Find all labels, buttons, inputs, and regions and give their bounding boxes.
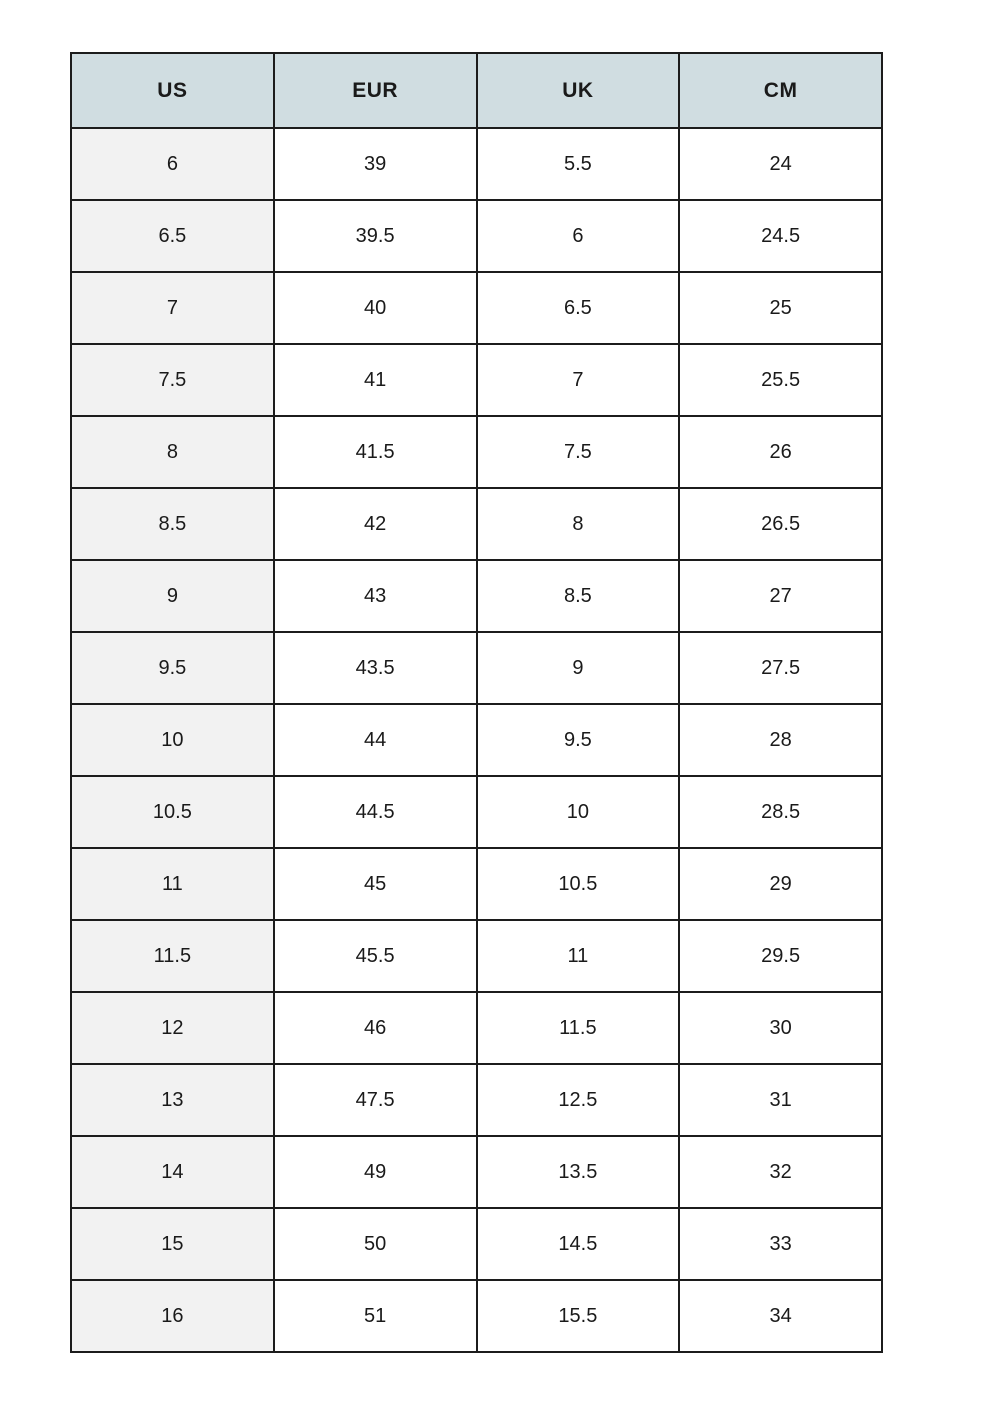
table-cell: 6 bbox=[475, 199, 681, 273]
table-cell: 45 bbox=[272, 847, 478, 921]
table-cell: 10.5 bbox=[475, 847, 681, 921]
table-body: 6 39 5.5 24 6.5 39.5 6 24.5 7 40 6.5 25 7.5 41 7 25.5 8 4… bbox=[70, 127, 883, 1353]
table-row: 10 44 9.5 28 bbox=[70, 703, 883, 777]
table-cell: 25 bbox=[678, 271, 883, 345]
table-cell: 39 bbox=[272, 127, 478, 201]
table-row: 8 41.5 7.5 26 bbox=[70, 415, 883, 489]
table-row: 9.5 43.5 9 27.5 bbox=[70, 631, 883, 705]
table-cell: 46 bbox=[272, 991, 478, 1065]
table-cell: 8.5 bbox=[475, 559, 681, 633]
table-cell: 41.5 bbox=[272, 415, 478, 489]
table-cell: 49 bbox=[272, 1135, 478, 1209]
table-cell: 29 bbox=[678, 847, 883, 921]
column-header-cm: CM bbox=[678, 52, 883, 129]
table-cell: 11 bbox=[70, 847, 275, 921]
table-row: 7 40 6.5 25 bbox=[70, 271, 883, 345]
table-cell: 11.5 bbox=[475, 991, 681, 1065]
table-cell: 44 bbox=[272, 703, 478, 777]
table-cell: 10.5 bbox=[70, 775, 275, 849]
table-cell: 9 bbox=[70, 559, 275, 633]
table-cell: 11.5 bbox=[70, 919, 275, 993]
table-cell: 10 bbox=[475, 775, 681, 849]
table-cell: 41 bbox=[272, 343, 478, 417]
table-row: 11 45 10.5 29 bbox=[70, 847, 883, 921]
table-cell: 26.5 bbox=[678, 487, 883, 561]
table-cell: 39.5 bbox=[272, 199, 478, 273]
table-cell: 44.5 bbox=[272, 775, 478, 849]
table-row: 9 43 8.5 27 bbox=[70, 559, 883, 633]
table-cell: 24.5 bbox=[678, 199, 883, 273]
table-cell: 9 bbox=[475, 631, 681, 705]
table-cell: 16 bbox=[70, 1279, 275, 1353]
table-cell: 40 bbox=[272, 271, 478, 345]
table-cell: 7 bbox=[70, 271, 275, 345]
table-cell: 51 bbox=[272, 1279, 478, 1353]
table-header: US EUR UK CM bbox=[70, 52, 883, 129]
table-cell: 6 bbox=[70, 127, 275, 201]
table-cell: 12 bbox=[70, 991, 275, 1065]
table-cell: 29.5 bbox=[678, 919, 883, 993]
table-cell: 12.5 bbox=[475, 1063, 681, 1137]
table-cell: 14.5 bbox=[475, 1207, 681, 1281]
table-cell: 5.5 bbox=[475, 127, 681, 201]
table-cell: 13.5 bbox=[475, 1135, 681, 1209]
table-cell: 26 bbox=[678, 415, 883, 489]
table-cell: 30 bbox=[678, 991, 883, 1065]
table-row: 12 46 11.5 30 bbox=[70, 991, 883, 1065]
table-row: 6.5 39.5 6 24.5 bbox=[70, 199, 883, 273]
table-cell: 8 bbox=[70, 415, 275, 489]
table-row: 11.5 45.5 11 29.5 bbox=[70, 919, 883, 993]
table-cell: 45.5 bbox=[272, 919, 478, 993]
table-row: 7.5 41 7 25.5 bbox=[70, 343, 883, 417]
table-cell: 14 bbox=[70, 1135, 275, 1209]
table-cell: 25.5 bbox=[678, 343, 883, 417]
table-cell: 31 bbox=[678, 1063, 883, 1137]
table-cell: 13 bbox=[70, 1063, 275, 1137]
table-cell: 9.5 bbox=[475, 703, 681, 777]
table-cell: 34 bbox=[678, 1279, 883, 1353]
table-cell: 32 bbox=[678, 1135, 883, 1209]
column-header-us: US bbox=[70, 52, 275, 129]
table-cell: 47.5 bbox=[272, 1063, 478, 1137]
table-row: 10.5 44.5 10 28.5 bbox=[70, 775, 883, 849]
table-cell: 33 bbox=[678, 1207, 883, 1281]
table-cell: 6.5 bbox=[70, 199, 275, 273]
table-cell: 6.5 bbox=[475, 271, 681, 345]
table-cell: 43 bbox=[272, 559, 478, 633]
table-cell: 15.5 bbox=[475, 1279, 681, 1353]
table-cell: 28.5 bbox=[678, 775, 883, 849]
table-row: 15 50 14.5 33 bbox=[70, 1207, 883, 1281]
table-row: 14 49 13.5 32 bbox=[70, 1135, 883, 1209]
table-cell: 9.5 bbox=[70, 631, 275, 705]
table-cell: 43.5 bbox=[272, 631, 478, 705]
column-header-eur: EUR bbox=[272, 52, 478, 129]
table-cell: 27.5 bbox=[678, 631, 883, 705]
table-cell: 42 bbox=[272, 487, 478, 561]
table-cell: 15 bbox=[70, 1207, 275, 1281]
table-cell: 27 bbox=[678, 559, 883, 633]
size-conversion-table: US EUR UK CM 6 39 5.5 24 6.5 39.5 6 24.5 7 40 6.5 2… bbox=[70, 52, 883, 1353]
table-row: 6 39 5.5 24 bbox=[70, 127, 883, 201]
table-cell: 28 bbox=[678, 703, 883, 777]
table-cell: 7 bbox=[475, 343, 681, 417]
table-row: 16 51 15.5 34 bbox=[70, 1279, 883, 1353]
table-cell: 10 bbox=[70, 703, 275, 777]
table-cell: 8 bbox=[475, 487, 681, 561]
table-cell: 7.5 bbox=[70, 343, 275, 417]
table-row: 8.5 42 8 26.5 bbox=[70, 487, 883, 561]
table-cell: 11 bbox=[475, 919, 681, 993]
table-cell: 50 bbox=[272, 1207, 478, 1281]
table-row: 13 47.5 12.5 31 bbox=[70, 1063, 883, 1137]
table-cell: 24 bbox=[678, 127, 883, 201]
table-cell: 7.5 bbox=[475, 415, 681, 489]
header-row: US EUR UK CM bbox=[70, 52, 883, 129]
table-cell: 8.5 bbox=[70, 487, 275, 561]
column-header-uk: UK bbox=[475, 52, 681, 129]
